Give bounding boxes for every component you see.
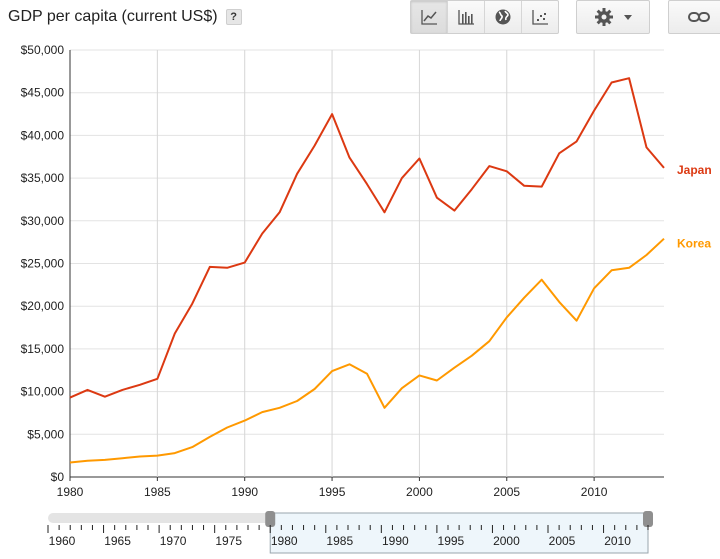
timeline-selection[interactable] [269,512,649,554]
timeline-slider[interactable]: 1960 1965 1970 1975 1980 1985 1990 1995 2000 2005… [0,505,720,559]
timeline-year-label: 1965 [104,534,131,548]
link-icon [688,12,710,22]
y-tick-label: $50,000 [21,43,65,57]
x-tick-label: 2000 [406,485,433,499]
bar-chart-view-button[interactable] [448,1,485,33]
scatter-view-button[interactable] [522,1,558,33]
timeline-year-label: 1960 [49,534,76,548]
x-tick-label: 2010 [581,485,608,499]
map-view-button[interactable] [485,1,522,33]
timeline-end-handle[interactable] [643,511,653,527]
caret-down-icon [624,14,632,20]
settings-button[interactable] [576,0,650,34]
chart-title: GDP per capita (current US$) [8,8,218,25]
line-chart-view-button[interactable] [411,1,448,33]
timeline-year-label: 1985 [326,534,353,548]
timeline-start-handle[interactable] [265,511,276,527]
timeline-year-label: 1990 [382,534,409,548]
y-tick-label: $5,000 [27,427,64,441]
timeline-year-label: 2005 [549,534,576,548]
x-tick-label: 2005 [493,485,520,499]
x-tick-label: 1980 [57,485,84,499]
y-tick-label: $15,000 [21,342,65,356]
series-label-japan: Japan [677,163,712,177]
axes: $0 $5,000 $10,000 $15,000 $20,000 $25,000 $30,… [21,43,608,499]
timeline-year-label: 1980 [271,534,298,548]
y-tick-label: $35,000 [21,171,65,185]
timeline-year-label: 2000 [493,534,520,548]
view-switcher [410,0,559,34]
series-line-japan[interactable] [69,77,665,399]
bar-chart-icon [458,10,474,25]
x-tick-label: 1990 [231,485,258,499]
y-tick-label: $40,000 [21,128,65,142]
scatter-chart-icon [532,10,548,25]
y-tick-label: $30,000 [21,214,65,228]
timeline-year-label: 1975 [215,534,242,548]
y-tick-label: $25,000 [21,257,65,271]
gdp-line-chart: $0 $5,000 $10,000 $15,000 $20,000 $25,000 $30,… [21,43,712,499]
y-tick-label: $20,000 [21,299,65,313]
chart-header: GDP per capita (current US$) ? [8,4,242,30]
timeline-year-label: 1995 [438,534,465,548]
y-tick-label: $45,000 [21,86,65,100]
series-label-korea: Korea [677,237,711,251]
help-button[interactable]: ? [225,9,242,25]
gear-icon [595,8,613,26]
line-chart-icon [421,10,437,25]
series-lines [69,77,665,464]
timeline-year-label: 1970 [160,534,187,548]
y-tick-label: $10,000 [21,385,65,399]
y-tick-label: $0 [51,470,65,484]
grid [69,49,664,478]
x-tick-label: 1985 [144,485,171,499]
series-line-korea[interactable] [69,237,665,464]
series-labels: Japan Korea [677,163,712,251]
globe-icon [495,9,511,25]
share-link-button[interactable] [668,0,720,34]
x-tick-label: 1995 [319,485,346,499]
timeline-year-label: 2010 [604,534,631,548]
